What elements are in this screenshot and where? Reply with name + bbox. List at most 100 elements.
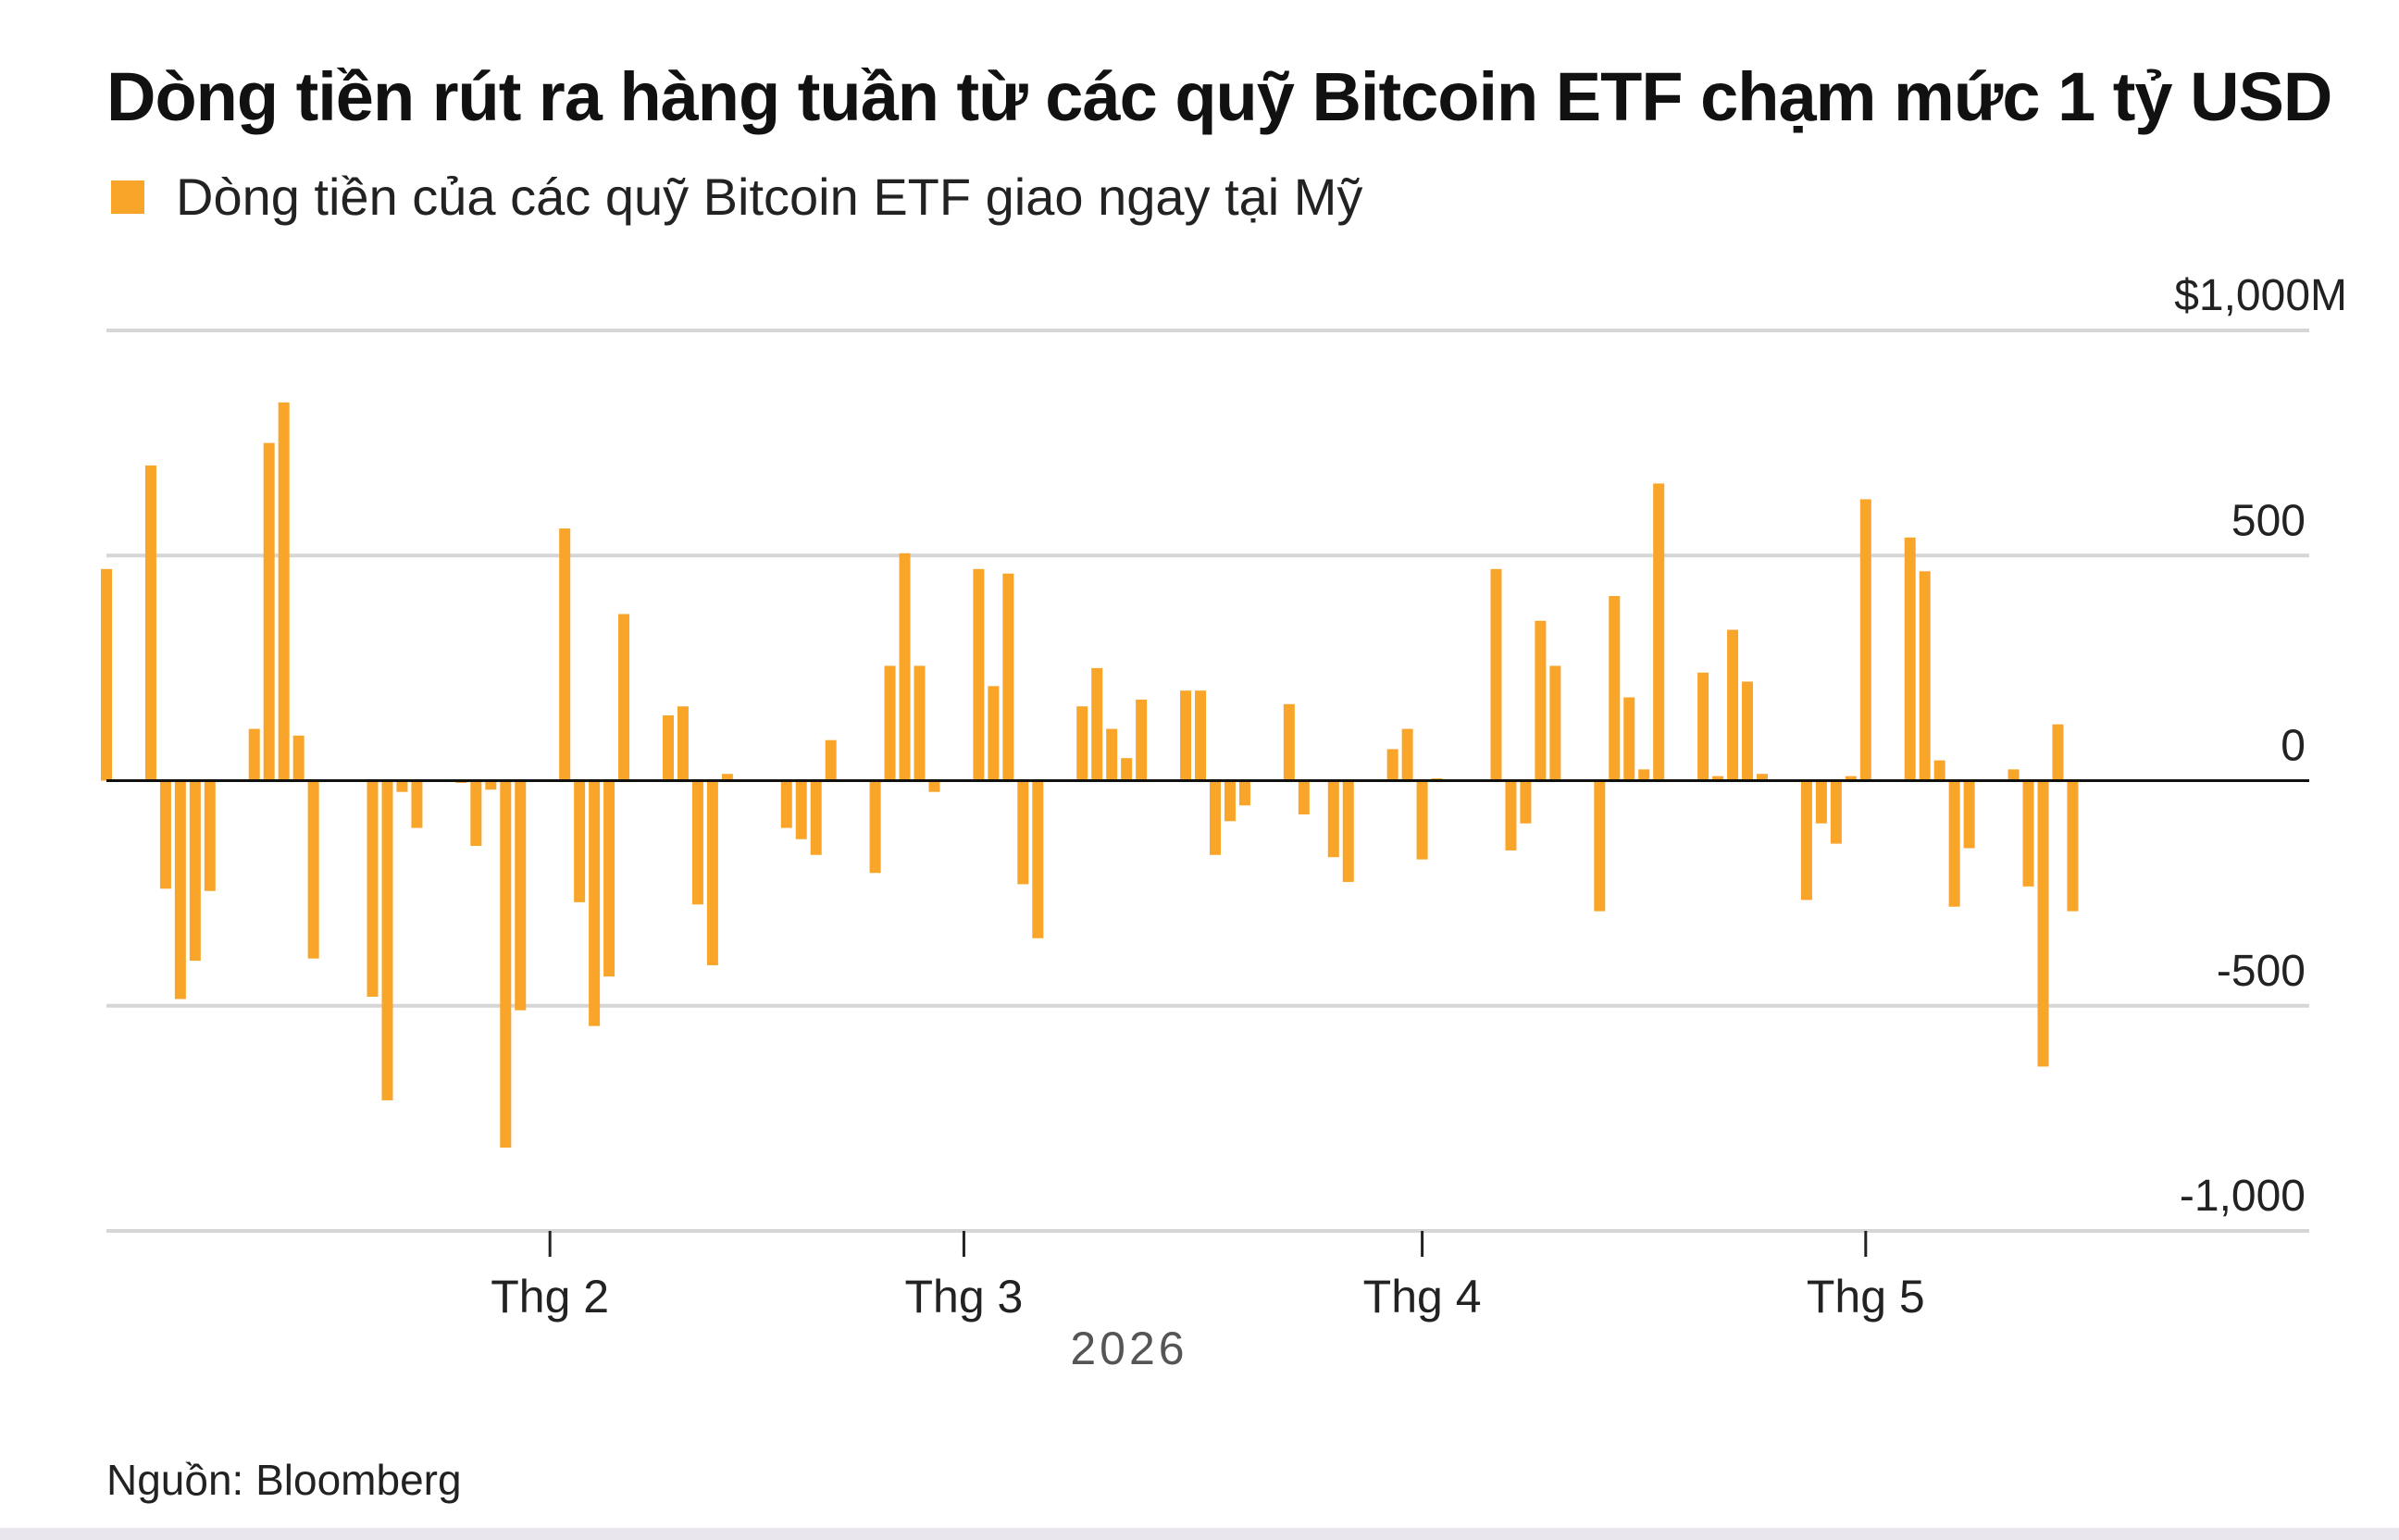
bar xyxy=(485,780,497,790)
bar xyxy=(1238,780,1250,806)
bar xyxy=(1815,780,1827,824)
bar xyxy=(1386,749,1398,781)
bar xyxy=(1933,760,1945,781)
bar xyxy=(1298,780,1310,814)
bar xyxy=(292,735,305,781)
bar xyxy=(174,780,186,1000)
bar xyxy=(307,780,319,959)
bar xyxy=(795,780,807,839)
bar xyxy=(1106,728,1118,781)
bar xyxy=(1017,780,1029,885)
bar xyxy=(1283,703,1295,781)
y-tick-label: $1,000M xyxy=(2174,271,2347,320)
bar xyxy=(706,780,718,965)
bars xyxy=(101,402,2079,1148)
bar xyxy=(1697,672,1709,781)
bar xyxy=(928,780,940,792)
bar xyxy=(144,465,156,781)
bar xyxy=(1712,776,1724,781)
bar xyxy=(618,614,630,781)
bar xyxy=(1549,665,1561,781)
axis-labels: $1,000M 500 0 -500 -1,000 Thg 2 Thg 3 Thg 4 Thg … xyxy=(491,271,2347,1374)
bar xyxy=(2052,724,2064,781)
legend-label: Dòng tiền của các quỹ Bitcoin ETF giao n… xyxy=(176,168,1363,226)
bar xyxy=(470,780,482,847)
bar xyxy=(1859,499,1871,781)
bar xyxy=(1490,568,1502,781)
bar xyxy=(1209,780,1221,855)
bar xyxy=(248,728,260,781)
bar xyxy=(1327,780,1339,858)
bar xyxy=(515,780,527,1011)
bar xyxy=(988,686,1000,781)
bar xyxy=(1727,629,1739,781)
bar xyxy=(1638,769,1650,781)
x-tick-label: Thg 5 xyxy=(1807,1271,1925,1323)
bar xyxy=(1845,776,1857,781)
bar xyxy=(1830,780,1842,844)
bar xyxy=(2037,780,2049,1067)
bar xyxy=(780,780,792,828)
y-tick-label: -500 xyxy=(2217,947,2306,996)
bar xyxy=(2007,769,2020,781)
bar xyxy=(1520,780,1532,824)
bar xyxy=(574,780,586,902)
axes xyxy=(106,779,2309,1257)
chart-title: Dòng tiền rút ra hàng tuần từ các quỹ Bi… xyxy=(106,58,2332,135)
bar xyxy=(914,665,926,781)
bar xyxy=(1594,780,1606,912)
bar xyxy=(204,780,216,891)
bar xyxy=(1623,697,1635,781)
bar xyxy=(899,553,911,781)
source-note: Nguồn: Bloomberg xyxy=(106,1456,462,1504)
bar xyxy=(1136,699,1148,781)
bar xyxy=(1195,690,1207,781)
bar xyxy=(869,780,881,874)
bar xyxy=(367,780,379,998)
bar xyxy=(1401,728,1413,781)
bar xyxy=(1963,780,1975,849)
bar xyxy=(1800,780,1812,900)
bar xyxy=(884,665,896,781)
x-tick-label: Thg 4 xyxy=(1363,1271,1482,1323)
bar xyxy=(1032,780,1044,938)
bar xyxy=(1609,596,1621,781)
bar xyxy=(396,780,408,792)
bar xyxy=(500,780,512,1148)
bar xyxy=(1342,780,1354,882)
bar xyxy=(1505,780,1517,851)
x-axis-year-label: 2026 xyxy=(1070,1323,1187,1374)
bar xyxy=(1091,667,1103,781)
legend-swatch xyxy=(111,180,144,214)
bar xyxy=(278,402,290,781)
y-tick-label: -1,000 xyxy=(2180,1172,2306,1221)
chart-legend: Dòng tiền của các quỹ Bitcoin ETF giao n… xyxy=(111,167,1362,227)
x-tick-label: Thg 3 xyxy=(905,1271,1024,1323)
bar xyxy=(1742,681,1754,781)
bar xyxy=(1948,780,1960,907)
x-tick-label: Thg 2 xyxy=(491,1271,609,1323)
bottom-strip xyxy=(0,1528,2399,1540)
bar xyxy=(1416,780,1428,860)
y-tick-label: 500 xyxy=(2231,496,2306,545)
bar xyxy=(1904,537,1916,781)
bar xyxy=(381,780,393,1100)
bar xyxy=(721,774,733,781)
bar xyxy=(973,568,985,781)
bar xyxy=(603,780,615,977)
bar xyxy=(2067,780,2079,912)
bar xyxy=(263,442,275,781)
bar xyxy=(411,780,423,828)
bar xyxy=(1180,690,1192,781)
bar xyxy=(810,780,822,855)
bar xyxy=(1002,573,1014,781)
bar xyxy=(189,780,201,962)
bar xyxy=(662,714,674,781)
bar xyxy=(691,780,703,905)
bar xyxy=(1121,758,1133,781)
bar xyxy=(589,780,601,1026)
bar xyxy=(2022,780,2034,887)
bar xyxy=(1076,706,1088,781)
bar xyxy=(101,568,112,781)
